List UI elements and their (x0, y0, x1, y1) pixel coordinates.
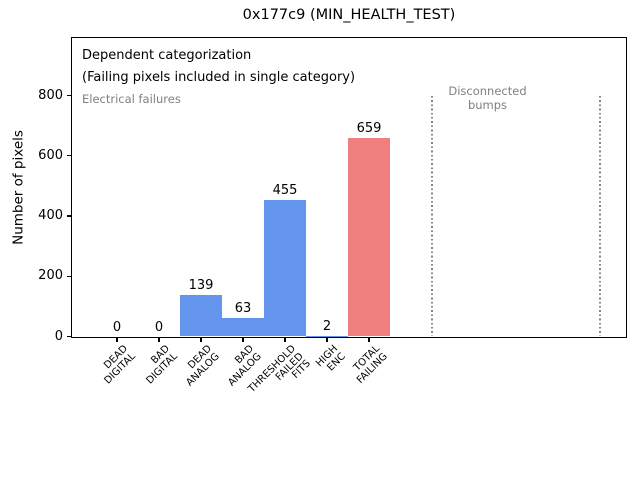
x-tick (326, 338, 328, 342)
annotation-line: (Failing pixels included in single categ… (82, 70, 356, 85)
x-tick (284, 338, 286, 342)
x-tick-label: HIGH ENC (314, 343, 348, 374)
x-tick-label: BAD DIGITAL (144, 343, 180, 387)
annotation-line: Dependent categorization (82, 48, 252, 63)
x-tick (200, 338, 202, 342)
x-tick (242, 338, 244, 342)
x-tick-label: THRESHOLD FAILED FITS (246, 343, 313, 395)
x-tick (116, 338, 118, 342)
annotation-electrical-failures: Electrical failures (82, 92, 181, 106)
x-tick-label: BAD ANALOG (226, 343, 264, 389)
annotation-dependent-categorization: Dependent categorization (Failing pixels… (82, 45, 355, 89)
chart-title: 0x177c9 (MIN_HEALTH_TEST) (242, 7, 456, 23)
y-tick-label: 0 (54, 328, 63, 344)
y-axis-label: Number of pixels (10, 130, 27, 245)
annotation-disconnected-bumps: Disconnected bumps (448, 84, 527, 112)
x-tick (158, 338, 160, 342)
x-tick-label: DEAD ANALOG (184, 343, 222, 389)
x-tick (368, 338, 370, 342)
x-tick-label: DEAD DIGITAL (102, 343, 138, 387)
x-tick-label: TOTAL FAILING (351, 343, 390, 386)
